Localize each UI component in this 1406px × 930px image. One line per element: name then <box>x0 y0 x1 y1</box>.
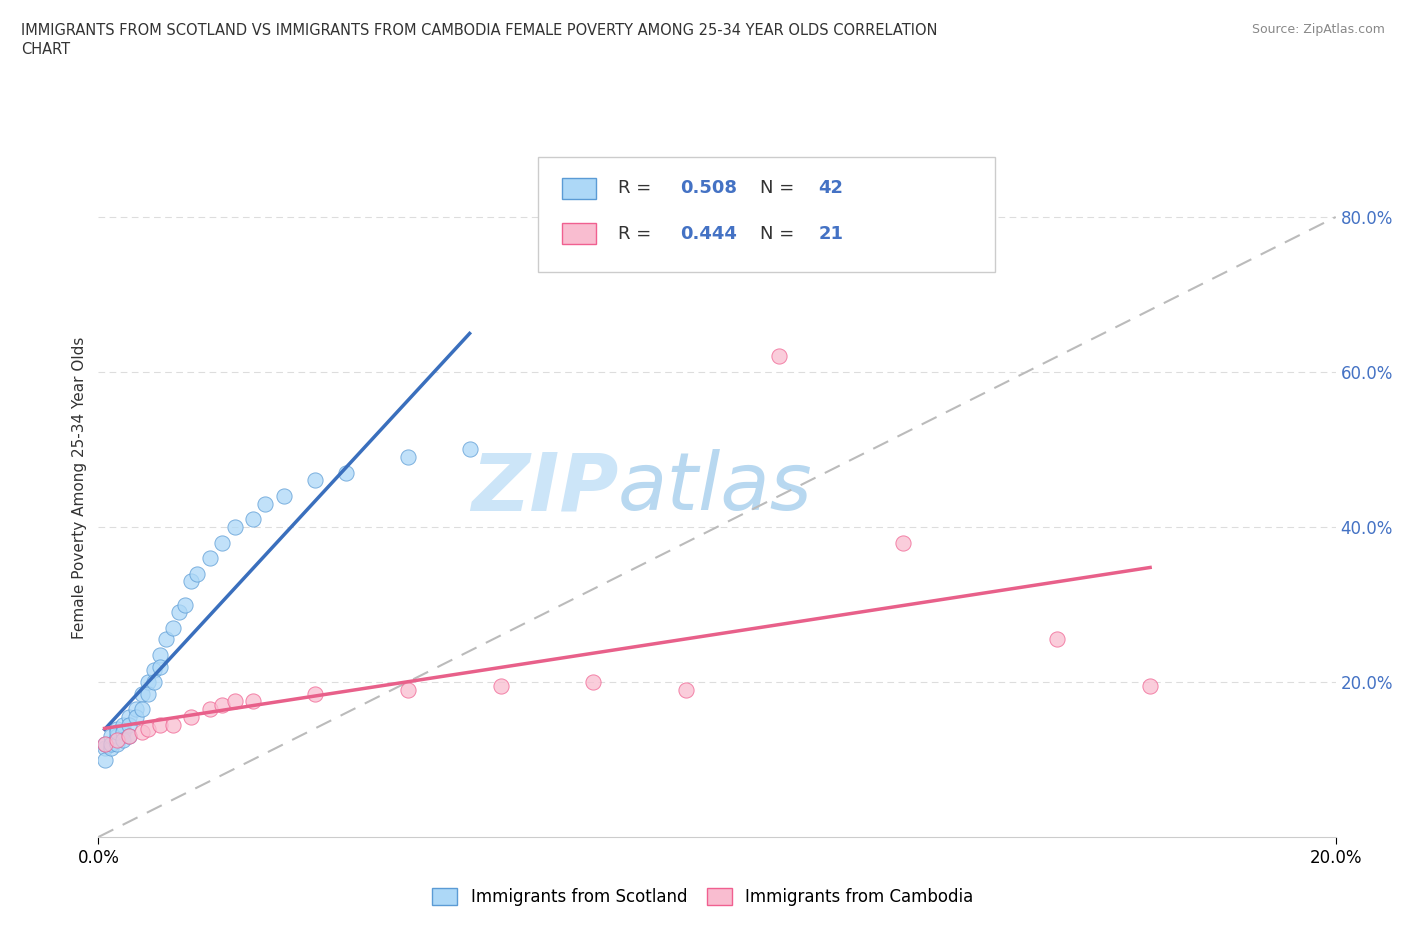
Point <box>174 597 197 612</box>
Point <box>118 710 141 724</box>
Point <box>1139 679 1161 694</box>
Point <box>768 349 790 364</box>
Point <box>304 686 326 701</box>
Point <box>105 737 128 751</box>
Legend: Immigrants from Scotland, Immigrants from Cambodia: Immigrants from Scotland, Immigrants fro… <box>426 881 980 912</box>
Point <box>211 535 233 550</box>
Point <box>335 465 357 480</box>
Point <box>112 725 135 740</box>
Text: CHART: CHART <box>21 42 70 57</box>
Point <box>100 740 122 755</box>
Point <box>304 473 326 488</box>
Point <box>211 698 233 712</box>
Point <box>396 450 419 465</box>
FancyBboxPatch shape <box>562 223 596 245</box>
Point <box>180 574 202 589</box>
Point <box>136 674 159 689</box>
FancyBboxPatch shape <box>562 178 596 199</box>
Point <box>224 520 246 535</box>
Text: R =: R = <box>619 225 657 243</box>
Point <box>100 737 122 751</box>
Point <box>675 683 697 698</box>
Point <box>93 752 115 767</box>
Point <box>198 701 221 716</box>
Point <box>143 674 166 689</box>
Point <box>198 551 221 565</box>
Point <box>167 604 190 619</box>
Point <box>131 725 153 740</box>
Point <box>124 710 146 724</box>
Y-axis label: Female Poverty Among 25-34 Year Olds: Female Poverty Among 25-34 Year Olds <box>72 337 87 640</box>
Text: 42: 42 <box>818 179 844 197</box>
Text: Source: ZipAtlas.com: Source: ZipAtlas.com <box>1251 23 1385 36</box>
Point <box>105 729 128 744</box>
FancyBboxPatch shape <box>537 157 995 272</box>
Point <box>458 442 481 457</box>
Point <box>105 725 128 740</box>
Text: atlas: atlas <box>619 449 813 527</box>
Point <box>131 686 153 701</box>
Point <box>273 488 295 503</box>
Text: N =: N = <box>761 179 800 197</box>
Point <box>112 717 135 732</box>
Point <box>112 733 135 748</box>
Point <box>131 701 153 716</box>
Point <box>93 737 115 751</box>
Point <box>105 721 128 736</box>
Text: 21: 21 <box>818 225 844 243</box>
Text: 0.508: 0.508 <box>681 179 737 197</box>
Point <box>489 679 512 694</box>
Text: IMMIGRANTS FROM SCOTLAND VS IMMIGRANTS FROM CAMBODIA FEMALE POVERTY AMONG 25-34 : IMMIGRANTS FROM SCOTLAND VS IMMIGRANTS F… <box>21 23 938 38</box>
Point <box>162 620 184 635</box>
Point <box>180 710 202 724</box>
Point <box>891 535 914 550</box>
Point <box>118 729 141 744</box>
Point <box>118 729 141 744</box>
Point <box>242 512 264 526</box>
Text: N =: N = <box>761 225 800 243</box>
Point <box>149 647 172 662</box>
Point <box>1046 632 1069 647</box>
Point <box>396 683 419 698</box>
Point <box>149 717 172 732</box>
Point <box>224 694 246 709</box>
Point <box>124 701 146 716</box>
Point <box>155 632 177 647</box>
Point <box>93 737 115 751</box>
Text: R =: R = <box>619 179 657 197</box>
Text: ZIP: ZIP <box>471 449 619 527</box>
Point <box>143 663 166 678</box>
Point <box>582 674 605 689</box>
Point <box>162 717 184 732</box>
Text: 0.444: 0.444 <box>681 225 737 243</box>
Point <box>93 740 115 755</box>
Point <box>136 721 159 736</box>
Point <box>100 729 122 744</box>
Point <box>186 566 208 581</box>
Point <box>242 694 264 709</box>
Point <box>254 497 277 512</box>
Point <box>136 686 159 701</box>
Point <box>105 733 128 748</box>
Point <box>149 659 172 674</box>
Point <box>118 717 141 732</box>
